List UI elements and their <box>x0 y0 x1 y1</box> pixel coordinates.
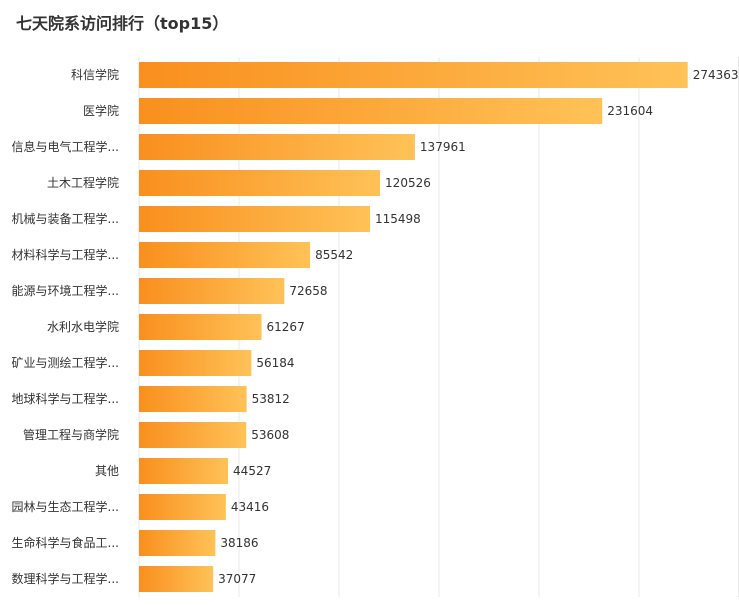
bar[interactable] <box>139 314 262 340</box>
bars-group <box>139 62 688 592</box>
value-label: 72658 <box>289 284 327 298</box>
value-label: 53608 <box>251 428 289 442</box>
bar[interactable] <box>139 386 247 412</box>
value-label: 115498 <box>375 212 421 226</box>
bar[interactable] <box>139 566 214 592</box>
category-label: 地球科学与工程学... <box>12 391 119 406</box>
value-label: 137961 <box>420 140 466 154</box>
category-label: 生命科学与食品工... <box>12 535 119 550</box>
category-label: 水利水电学院 <box>47 319 119 334</box>
bar[interactable] <box>139 350 252 376</box>
bar[interactable] <box>139 530 216 556</box>
category-label: 数理科学与工程学... <box>12 571 119 586</box>
value-label: 61267 <box>267 320 305 334</box>
value-label: 231604 <box>607 104 653 118</box>
category-label: 医学院 <box>83 103 119 118</box>
chart-title: 七天院系访问排行（top15） <box>16 14 229 33</box>
value-label: 43416 <box>231 500 269 514</box>
category-label: 材料科学与工程学... <box>12 247 119 262</box>
category-label: 科信学院 <box>71 67 119 82</box>
bar[interactable] <box>139 242 311 268</box>
bar[interactable] <box>139 170 381 196</box>
category-label: 信息与电气工程学... <box>12 139 119 154</box>
bar[interactable] <box>139 458 229 484</box>
bar[interactable] <box>139 134 415 160</box>
category-label: 能源与环境工程学... <box>12 283 119 298</box>
bar[interactable] <box>139 278 285 304</box>
value-label: 44527 <box>233 464 271 478</box>
bar[interactable] <box>139 494 226 520</box>
bar[interactable] <box>139 62 688 88</box>
value-label: 37077 <box>218 572 256 586</box>
labels-group: 科信学院 274363 医学院 231604 信息与电气工程学... 137961 土木工程… <box>12 67 739 586</box>
category-label: 矿业与测绘工程学... <box>12 355 119 370</box>
bar[interactable] <box>139 98 603 124</box>
value-label: 53812 <box>252 392 290 406</box>
value-label: 38186 <box>220 536 258 550</box>
category-label: 机械与装备工程学... <box>12 211 119 226</box>
category-label: 其他 <box>95 464 119 478</box>
value-label: 120526 <box>385 176 431 190</box>
value-label: 56184 <box>256 356 294 370</box>
value-label: 274363 <box>693 68 739 82</box>
value-label: 85542 <box>315 248 353 262</box>
bar[interactable] <box>139 422 247 448</box>
category-label: 土木工程学院 <box>47 175 119 190</box>
category-label: 管理工程与商学院 <box>23 427 119 442</box>
category-label: 园林与生态工程学... <box>12 499 119 514</box>
bar[interactable] <box>139 206 370 232</box>
